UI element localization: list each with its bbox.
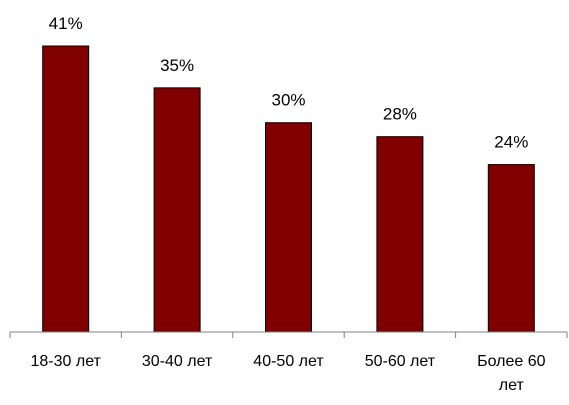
- x-axis-tick-labels: 18-30 лет 30-40 лет 40-50 лет 50-60 лет Боле…: [30, 353, 545, 394]
- bar-value-label: 30%: [271, 91, 305, 110]
- bar-value-label: 41%: [49, 14, 83, 33]
- bar: [376, 136, 424, 333]
- bar-value-label: 24%: [494, 133, 528, 152]
- x-axis-tick-label: 40-50 лет: [253, 353, 324, 370]
- data-labels-group: 41% 35% 30% 28% 24%: [49, 14, 529, 152]
- x-axis-tick-label: Более 60 лет: [477, 353, 546, 394]
- bar-value-label: 28%: [383, 105, 417, 124]
- x-axis-tick-label: 18-30 лет: [30, 353, 101, 370]
- x-axis-tick-label: 50-60 лет: [365, 353, 436, 370]
- bar: [265, 122, 312, 333]
- bar: [42, 45, 90, 333]
- bar-value-label: 35%: [160, 56, 194, 75]
- x-axis: [9, 331, 568, 338]
- bar: [487, 164, 535, 333]
- bar: [153, 87, 201, 333]
- bars-group: [42, 45, 535, 333]
- x-axis-tick-label: 30-40 лет: [142, 353, 213, 370]
